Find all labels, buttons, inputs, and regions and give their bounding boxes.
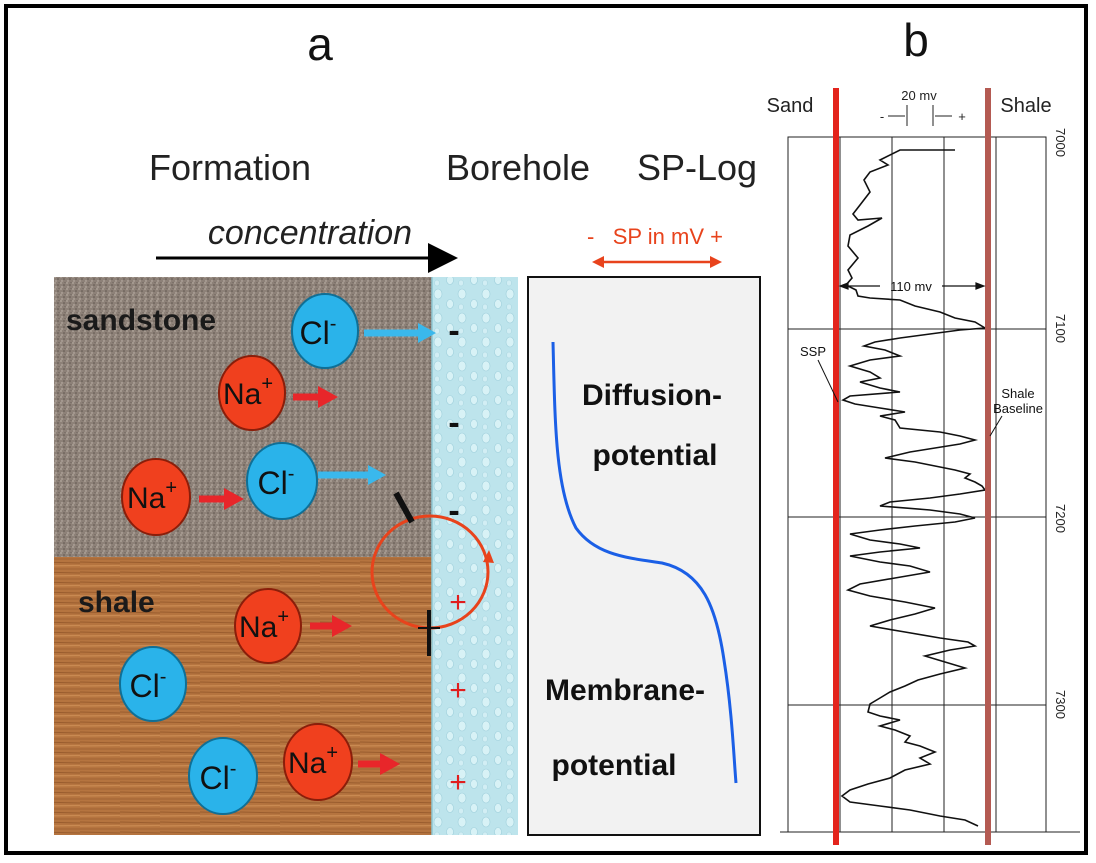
na-ion: Na+ bbox=[218, 355, 338, 431]
ssp-label: SSP bbox=[800, 344, 826, 359]
diffusion-label: Diffusion- bbox=[582, 379, 722, 412]
sp-log-header: SP-Log bbox=[637, 147, 757, 188]
sp-curve bbox=[551, 341, 738, 784]
current-loop bbox=[370, 491, 494, 656]
svg-text:Cl-: Cl- bbox=[258, 463, 295, 501]
sp-scale-label: - SP in mV + bbox=[587, 224, 723, 249]
log-grid bbox=[780, 136, 1080, 833]
panel-b-label: b bbox=[903, 14, 929, 66]
diffusion-label: potential bbox=[593, 439, 718, 472]
borehole-header: Borehole bbox=[446, 147, 590, 188]
scale-minus: - bbox=[880, 109, 884, 124]
depth-label: 7300 bbox=[1053, 690, 1068, 719]
borehole-charge: - bbox=[448, 492, 459, 530]
depth-label: 7000 bbox=[1053, 128, 1068, 157]
na-ion: Na+ bbox=[283, 723, 400, 801]
concentration-label: concentration bbox=[208, 214, 412, 252]
ssp-pointer bbox=[817, 359, 839, 403]
shale-baseline-label: Baseline bbox=[993, 401, 1043, 416]
depth-label: 7200 bbox=[1053, 504, 1068, 533]
svg-text:Na+: Na+ bbox=[239, 606, 289, 644]
na-ion: Na+ bbox=[234, 588, 352, 664]
depth-label: 7100 bbox=[1053, 314, 1068, 343]
scale-label: 20 mv bbox=[901, 88, 937, 103]
cl-ion: Cl- bbox=[188, 737, 258, 815]
borehole-charge: + bbox=[449, 766, 467, 799]
sp-log-box bbox=[527, 276, 761, 836]
sandstone-label: sandstone bbox=[66, 304, 216, 337]
ssp-amplitude-label: 110 mv bbox=[890, 279, 932, 294]
cl-ion: Cl- bbox=[119, 646, 187, 722]
shale-baseline-label: Shale bbox=[1001, 386, 1034, 401]
scale-plus: + bbox=[958, 109, 966, 124]
borehole-column bbox=[432, 277, 518, 835]
borehole-charge: + bbox=[449, 674, 467, 707]
svg-text:Cl-: Cl- bbox=[300, 313, 337, 351]
borehole-charge: + bbox=[449, 586, 467, 619]
panel-a-label: a bbox=[307, 18, 333, 70]
shale-label: shale bbox=[78, 586, 155, 619]
shale-label-b: Shale bbox=[1000, 95, 1051, 117]
sand-label: Sand bbox=[767, 95, 814, 117]
svg-text:Na+: Na+ bbox=[127, 477, 177, 515]
ssp-amplitude-arrow bbox=[838, 282, 986, 290]
shale-baseline-pointer bbox=[989, 415, 1003, 437]
svg-text:Na+: Na+ bbox=[223, 373, 273, 411]
na-ion: Na+ bbox=[121, 458, 244, 536]
svg-text:Cl-: Cl- bbox=[130, 666, 167, 704]
borehole-charge: - bbox=[448, 404, 459, 442]
membrane-label: Membrane- bbox=[545, 674, 705, 707]
svg-text:Na+: Na+ bbox=[288, 742, 338, 780]
cl-ion: Cl- bbox=[291, 293, 436, 369]
sp-scale-arrow bbox=[592, 256, 722, 268]
borehole-charge: - bbox=[448, 312, 459, 350]
membrane-label: potential bbox=[552, 749, 677, 782]
formation-header: Formation bbox=[149, 147, 311, 188]
sp-log-trace bbox=[840, 149, 988, 827]
cl-ion: Cl- bbox=[246, 442, 386, 520]
scale-bar bbox=[888, 105, 952, 126]
svg-text:Cl-: Cl- bbox=[200, 758, 237, 796]
